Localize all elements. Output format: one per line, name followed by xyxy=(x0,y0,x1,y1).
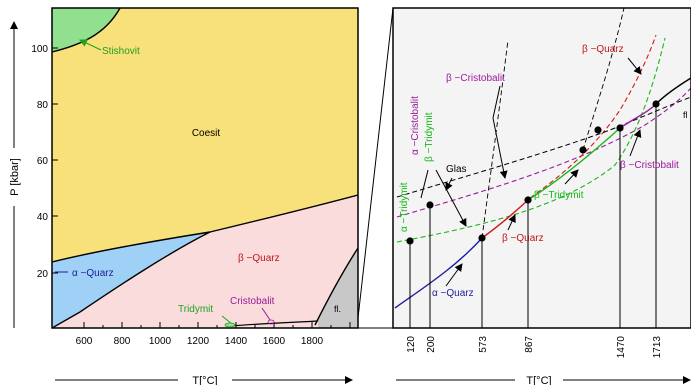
label-beta-quarz-low: β −Quarz xyxy=(502,233,544,244)
label-alpha-cristobalit: α −Cristobalit xyxy=(410,96,421,155)
beta-quarz-region xyxy=(52,195,358,328)
left-x-ticks xyxy=(83,322,351,328)
point-200 xyxy=(426,201,434,209)
rx-tick-200: 200 xyxy=(426,336,437,353)
label-alpha-tridymit: α −Tridymit xyxy=(399,182,410,232)
point-867 xyxy=(524,196,532,204)
point-1713 xyxy=(652,100,660,108)
label-stishovit: Stishovit xyxy=(102,46,140,57)
point-573 xyxy=(478,234,486,242)
x-tick-1400: 1400 xyxy=(225,336,248,347)
rx-tick-1470: 1470 xyxy=(616,336,627,359)
point-120 xyxy=(406,237,414,245)
y-tick-80: 80 xyxy=(37,100,49,111)
left-y-axis-label: P [kbar] xyxy=(9,158,21,196)
y-tick-60: 60 xyxy=(37,156,49,167)
x-tick-1800: 1800 xyxy=(301,336,324,347)
triple-points xyxy=(406,100,660,245)
zoom-connector xyxy=(357,7,394,329)
label-fluid-right: fl xyxy=(683,110,688,120)
x-tick-600: 600 xyxy=(76,336,93,347)
right-x-axis-label: T[°C] xyxy=(526,375,551,385)
left-plot-frame xyxy=(51,7,359,329)
label-beta-cristobalit-top: β −Cristobalit xyxy=(446,73,505,84)
point-glas xyxy=(579,146,587,154)
label-beta-cristobalit-right: β −Cristobalit xyxy=(620,160,679,171)
label-cristobalit-left: Cristobalit xyxy=(230,296,275,307)
label-beta-tridymit-right: β −Tridymit xyxy=(534,190,584,201)
label-alpha-quarz-right: α −Quarz xyxy=(432,288,474,299)
right-panel: 120 200 573 867 1470 1713 α −Quarz β −Qu… xyxy=(392,7,691,385)
fluid-region xyxy=(315,248,358,328)
label-beta-quarz-left: β −Quarz xyxy=(238,253,280,264)
left-y-ticks xyxy=(52,47,58,274)
point-1470-upper xyxy=(594,126,602,134)
x-tick-800: 800 xyxy=(114,336,131,347)
label-beta-tridymit-vertical: β −Tridymit xyxy=(424,112,435,162)
y-tick-20: 20 xyxy=(37,269,49,280)
y-tick-100: 100 xyxy=(31,44,48,55)
label-coesit: Coesit xyxy=(192,128,221,139)
x-tick-1000: 1000 xyxy=(149,336,172,347)
label-glas: Glas xyxy=(446,164,467,175)
right-plot-frame xyxy=(392,7,691,329)
y-tick-40: 40 xyxy=(37,212,49,223)
stishovit-region xyxy=(52,8,120,52)
rx-tick-573: 573 xyxy=(478,336,489,353)
x-tick-1200: 1200 xyxy=(187,336,210,347)
point-1470 xyxy=(616,124,624,132)
label-fluid-left: fl. xyxy=(334,304,341,314)
left-x-axis-label: T[°C] xyxy=(192,375,217,385)
rx-tick-867: 867 xyxy=(524,336,535,353)
rx-tick-1713: 1713 xyxy=(652,336,663,359)
label-alpha-quarz-left: α −Quarz xyxy=(72,268,114,279)
label-beta-quarz-top: β −Quarz xyxy=(582,44,624,55)
left-panel: 20 40 60 80 100 600 800 100 xyxy=(8,7,359,385)
x-tick-1600: 1600 xyxy=(263,336,286,347)
rx-tick-120: 120 xyxy=(406,336,417,353)
label-tridymit-left: Tridymit xyxy=(178,304,213,315)
